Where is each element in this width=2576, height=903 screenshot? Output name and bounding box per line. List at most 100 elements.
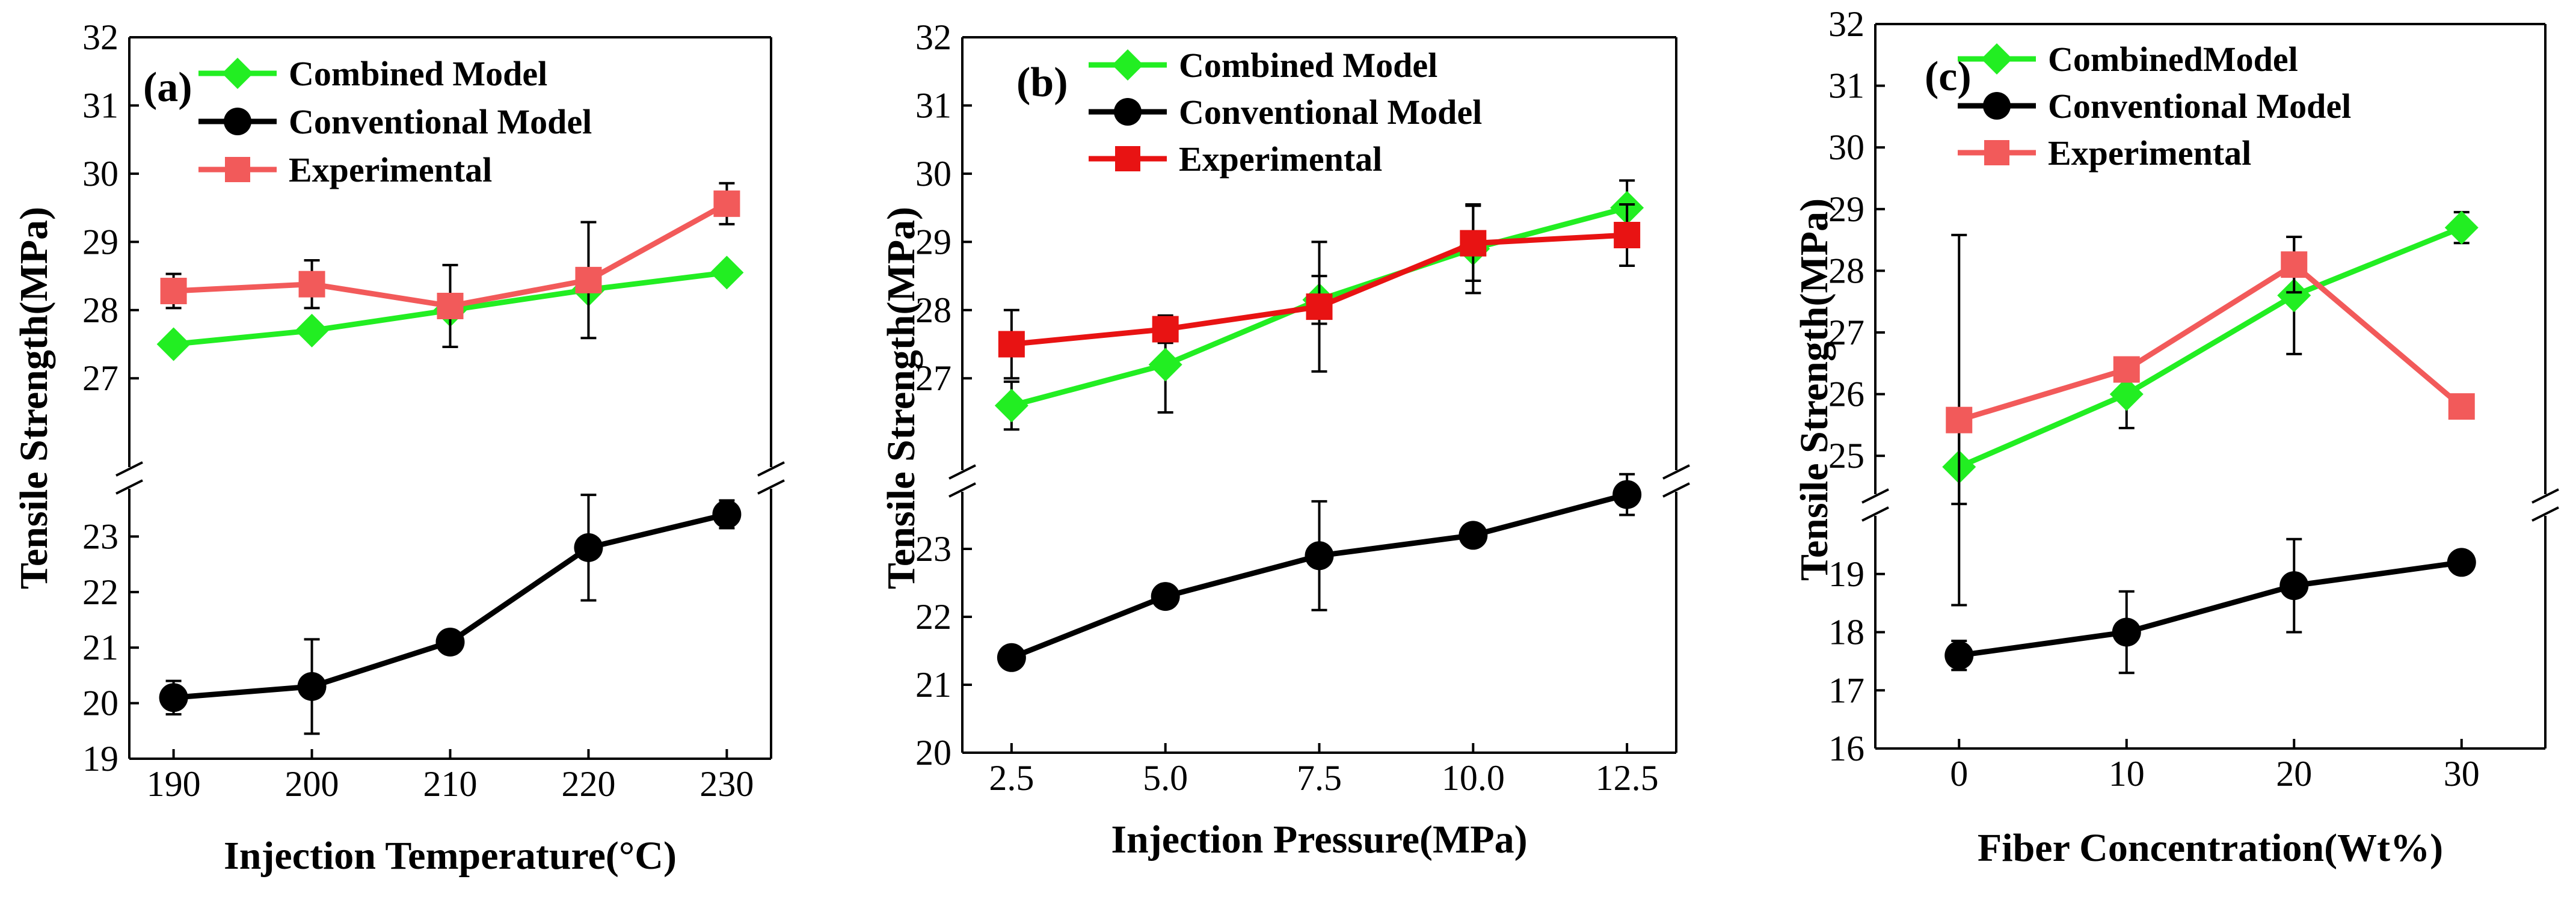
data-point-square: [1946, 406, 1973, 433]
legend-marker-diamond: [1981, 43, 2012, 75]
data-point-circle: [1459, 521, 1488, 550]
legend-marker-circle: [224, 108, 251, 135]
x-tick-label: 12.5: [1596, 758, 1659, 798]
x-tick-label: 5.0: [1143, 758, 1188, 798]
x-tick-label: 10.0: [1442, 758, 1505, 798]
y-tick-label: 23: [915, 529, 951, 569]
y-tick-label: 22: [82, 572, 118, 612]
data-point-square: [2113, 356, 2140, 383]
series-conventional-model: [997, 473, 1642, 672]
axis-break-mark: [757, 461, 785, 477]
data-point-circle: [2279, 571, 2309, 601]
y-tick-label: 30: [1828, 127, 1864, 167]
legend: Combined Model Conventional Model Experime…: [1089, 46, 1482, 179]
x-axis-title: Fiber Concentration(Wt%): [1978, 826, 2443, 870]
y-tick-label: 28: [915, 290, 951, 330]
legend-label: Experimental: [2048, 133, 2251, 173]
data-point-square: [1460, 230, 1487, 257]
y-tick-label: 22: [915, 597, 951, 637]
y-tick-label: 32: [915, 17, 951, 57]
data-point-square: [2281, 251, 2308, 278]
y-tick-label: 30: [82, 154, 118, 194]
data-point-circle: [435, 627, 465, 657]
data-point-square: [575, 266, 602, 293]
series-experimental: [1946, 233, 2475, 607]
series-conventional-model: [159, 494, 742, 735]
axis-break-mark: [757, 479, 785, 495]
data-point-circle: [1612, 480, 1642, 509]
y-tick-label: 23: [82, 516, 118, 556]
data-point-diamond: [2109, 377, 2144, 411]
x-axis-title: Injection Temperature(°C): [224, 834, 677, 878]
data-point-circle: [297, 672, 327, 701]
data-point-square: [713, 190, 740, 217]
axis-break-mark: [1861, 488, 1889, 504]
axis-break-mark: [948, 482, 976, 498]
legend-label: Experimental: [289, 150, 492, 189]
legend: CombinedModel Conventional Model Experimen…: [1958, 40, 2351, 173]
series-experimental: [998, 203, 1641, 380]
y-tick-label: 20: [82, 684, 118, 723]
panel-label: (a): [143, 64, 192, 111]
data-point-diamond: [710, 256, 744, 290]
panel-a: 190 200 210 220 230 27 28 29 30 31 32 19 20 21 22 23 Inj…: [12, 17, 785, 878]
data-point-diamond: [1148, 347, 1182, 382]
data-point-circle: [1305, 541, 1334, 571]
data-point-diamond: [295, 313, 329, 347]
data-point-circle: [997, 643, 1026, 672]
series-line: [173, 512, 728, 700]
series-combinedmodel: [1942, 210, 2479, 506]
data-point-diamond: [156, 327, 191, 361]
data-point-diamond: [2444, 210, 2479, 245]
legend-marker-diamond: [222, 58, 253, 89]
panel-b: 2.5 5.0 7.5 10.0 12.5 27 28 29 30 31 32 20 21 22 23 Inj…: [879, 17, 1690, 862]
y-tick-label: 30: [915, 154, 951, 194]
axis-break-mark: [2531, 488, 2559, 504]
legend-label: Combined Model: [289, 54, 547, 93]
legend-marker-square: [225, 157, 250, 182]
y-tick-label: 31: [915, 85, 951, 125]
y-tick-label: 19: [1828, 554, 1864, 594]
data-point-circle: [712, 500, 742, 529]
axis-break-mark: [1662, 464, 1690, 480]
x-tick-label: 2.5: [989, 758, 1034, 798]
y-tick-label: 21: [82, 628, 118, 667]
axis-break-mark: [948, 464, 976, 480]
legend-label: Conventional Model: [289, 102, 592, 141]
data-point-square: [437, 292, 464, 319]
x-tick-label: 7.5: [1297, 758, 1342, 798]
series-line: [1958, 225, 2463, 470]
legend-marker-square: [1984, 140, 2009, 165]
y-tick-label: 27: [1828, 313, 1864, 352]
panel-c: 0 10 20 30 25 26 27 28 29 30 31 32 16 17 18 19 Fiber Con…: [1792, 4, 2559, 870]
axis-break-mark: [2531, 506, 2559, 522]
x-tick-label: 0: [1950, 754, 1968, 794]
y-tick-label: 29: [82, 222, 118, 262]
legend-label: Experimental: [1179, 139, 1382, 179]
data-point-circle: [2447, 548, 2476, 577]
legend-marker-square: [1115, 146, 1140, 171]
legend-marker-circle: [1114, 98, 1142, 126]
y-tick-label: 20: [915, 733, 951, 773]
axis-break-mark: [115, 479, 143, 495]
y-tick-label: 28: [1828, 251, 1864, 290]
legend-label: CombinedModel: [2048, 40, 2298, 79]
legend-label: Conventional Model: [2048, 87, 2351, 126]
series-conventional-model: [1944, 537, 2476, 675]
data-point-square: [2448, 393, 2475, 420]
series-experimental: [160, 182, 740, 349]
y-axis-title: Tensile Strength(MPa): [1792, 198, 1836, 581]
y-tick-label: 18: [1828, 613, 1864, 652]
x-tick-label: 30: [2444, 754, 2480, 794]
y-tick-label: 29: [1828, 189, 1864, 229]
y-tick-label: 27: [82, 358, 118, 398]
x-tick-label: 200: [285, 764, 339, 804]
axis-break-mark: [115, 461, 143, 477]
data-point-square: [298, 271, 325, 298]
data-point-circle: [2112, 617, 2141, 647]
series-line: [1958, 261, 2464, 423]
y-tick-label: 31: [82, 85, 118, 125]
y-tick-label: 21: [915, 665, 951, 705]
